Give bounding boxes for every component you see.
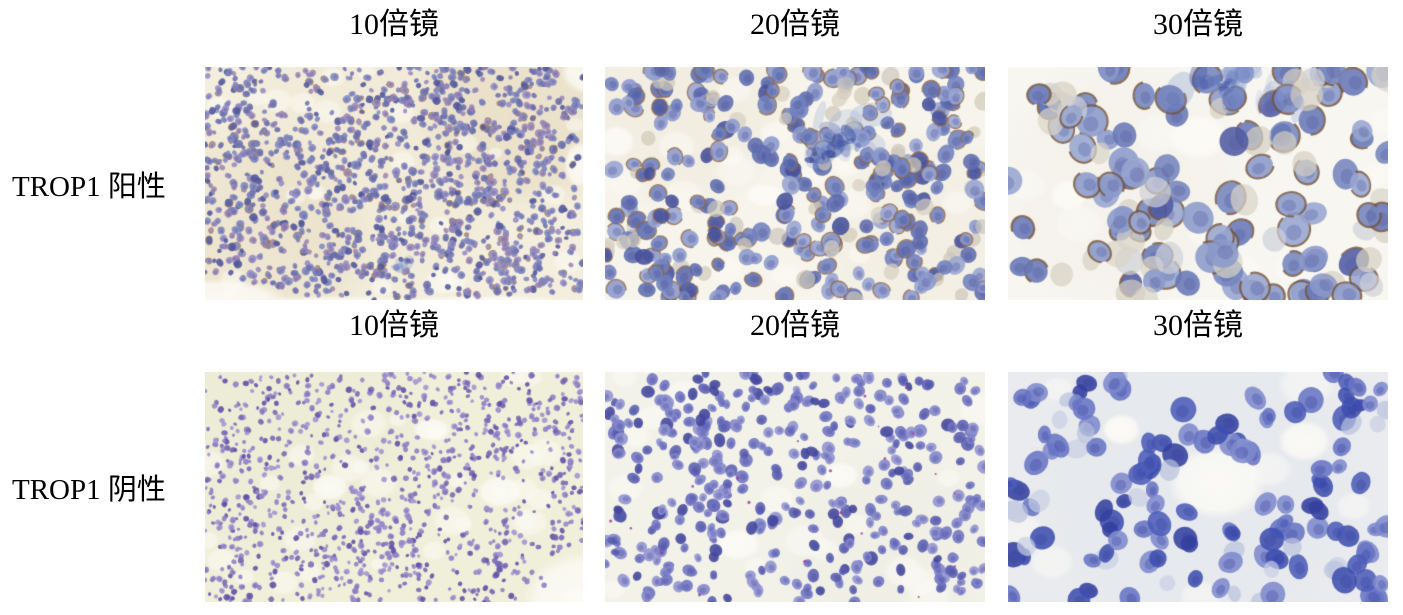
micrograph-trop1-positive-10x [205,67,583,300]
column-header-20x-negative: 20倍镜 [750,309,840,342]
column-header-30x-negative: 30倍镜 [1153,309,1243,342]
micrograph-trop1-negative-30x [1008,372,1388,602]
column-header-10x-negative: 10倍镜 [349,309,439,342]
column-header-20x-positive: 20倍镜 [750,8,840,41]
micrograph-trop1-negative-20x [605,372,985,602]
micrograph-trop1-negative-10x [205,372,583,602]
micrograph-trop1-positive-20x [605,67,985,300]
row-label-trop1-positive: TROP1 阳性 [12,170,166,203]
row-label-trop1-negative: TROP1 阴性 [12,474,166,506]
column-header-30x-positive: 30倍镜 [1153,8,1243,41]
micrograph-trop1-positive-30x [1008,67,1388,300]
column-header-10x-positive: 10倍镜 [349,8,439,41]
